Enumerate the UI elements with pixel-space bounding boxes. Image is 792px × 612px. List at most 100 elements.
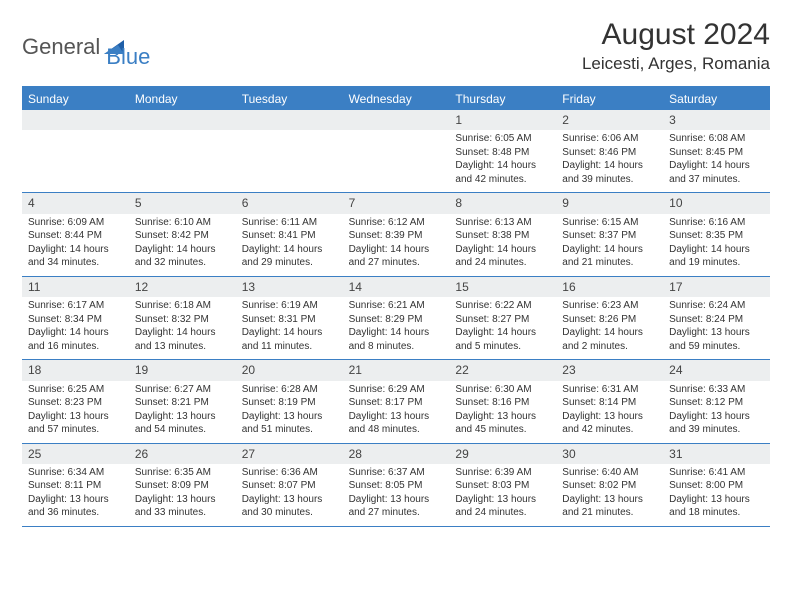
sunset-text: Sunset: 8:38 PM bbox=[455, 229, 550, 243]
day-info: Sunrise: 6:36 AMSunset: 8:07 PMDaylight:… bbox=[236, 464, 343, 526]
day-info: Sunrise: 6:23 AMSunset: 8:26 PMDaylight:… bbox=[556, 297, 663, 359]
day-info: Sunrise: 6:28 AMSunset: 8:19 PMDaylight:… bbox=[236, 381, 343, 443]
day-number: 22 bbox=[449, 360, 556, 380]
daylight-text: Daylight: 14 hours and 13 minutes. bbox=[135, 326, 230, 353]
sunrise-text: Sunrise: 6:31 AM bbox=[562, 383, 657, 397]
daylight-text: Daylight: 14 hours and 16 minutes. bbox=[28, 326, 123, 353]
sunset-text: Sunset: 8:41 PM bbox=[242, 229, 337, 243]
day-info: Sunrise: 6:16 AMSunset: 8:35 PMDaylight:… bbox=[663, 214, 770, 276]
day-info bbox=[343, 130, 450, 192]
sunrise-text: Sunrise: 6:06 AM bbox=[562, 132, 657, 146]
daylight-text: Daylight: 13 hours and 51 minutes. bbox=[242, 410, 337, 437]
header-sunday: Sunday bbox=[22, 88, 129, 110]
day-info: Sunrise: 6:35 AMSunset: 8:09 PMDaylight:… bbox=[129, 464, 236, 526]
day-info: Sunrise: 6:09 AMSunset: 8:44 PMDaylight:… bbox=[22, 214, 129, 276]
sunrise-text: Sunrise: 6:13 AM bbox=[455, 216, 550, 230]
header-saturday: Saturday bbox=[663, 88, 770, 110]
calendar-body: 123Sunrise: 6:05 AMSunset: 8:48 PMDaylig… bbox=[22, 110, 770, 526]
day-info: Sunrise: 6:11 AMSunset: 8:41 PMDaylight:… bbox=[236, 214, 343, 276]
day-number: 19 bbox=[129, 360, 236, 380]
day-info: Sunrise: 6:39 AMSunset: 8:03 PMDaylight:… bbox=[449, 464, 556, 526]
calendar-header-row: Sunday Monday Tuesday Wednesday Thursday… bbox=[22, 88, 770, 110]
day-number: 4 bbox=[22, 193, 129, 213]
day-number-row: 11121314151617 bbox=[22, 277, 770, 297]
sunrise-text: Sunrise: 6:34 AM bbox=[28, 466, 123, 480]
day-info bbox=[129, 130, 236, 192]
location-text: Leicesti, Arges, Romania bbox=[582, 54, 770, 74]
day-number: 16 bbox=[556, 277, 663, 297]
day-number-row: 25262728293031 bbox=[22, 444, 770, 464]
day-info: Sunrise: 6:29 AMSunset: 8:17 PMDaylight:… bbox=[343, 381, 450, 443]
daylight-text: Daylight: 13 hours and 45 minutes. bbox=[455, 410, 550, 437]
day-number: 5 bbox=[129, 193, 236, 213]
day-number: 20 bbox=[236, 360, 343, 380]
daylight-text: Daylight: 13 hours and 27 minutes. bbox=[349, 493, 444, 520]
day-info: Sunrise: 6:05 AMSunset: 8:48 PMDaylight:… bbox=[449, 130, 556, 192]
calendar-week: 25262728293031 Sunrise: 6:34 AM Sunset: 8:… bbox=[22, 443, 770, 526]
day-info: Sunrise: 6:37 AMSunset: 8:05 PMDaylight:… bbox=[343, 464, 450, 526]
sunrise-text: Sunrise: 6:24 AM bbox=[669, 299, 764, 313]
day-info: Sunrise: 6:27 AMSunset: 8:21 PMDaylight:… bbox=[129, 381, 236, 443]
day-number: 27 bbox=[236, 444, 343, 464]
day-number: 2 bbox=[556, 110, 663, 130]
daylight-text: Daylight: 13 hours and 39 minutes. bbox=[669, 410, 764, 437]
daylight-text: Daylight: 14 hours and 21 minutes. bbox=[562, 243, 657, 270]
sunrise-text: Sunrise: 6:17 AM bbox=[28, 299, 123, 313]
sunrise-text: Sunrise: 6:22 AM bbox=[455, 299, 550, 313]
daylight-text: Daylight: 14 hours and 5 minutes. bbox=[455, 326, 550, 353]
sunset-text: Sunset: 8:44 PM bbox=[28, 229, 123, 243]
day-number: 25 bbox=[22, 444, 129, 464]
header-thursday: Thursday bbox=[449, 88, 556, 110]
daylight-text: Daylight: 14 hours and 19 minutes. bbox=[669, 243, 764, 270]
calendar-week: 45678910Sunrise: 6:09 AMSunset: 8:44 PMD… bbox=[22, 192, 770, 275]
day-number: 11 bbox=[22, 277, 129, 297]
calendar-week: 123Sunrise: 6:05 AMSunset: 8:48 PMDaylig… bbox=[22, 110, 770, 192]
calendar-week: 18192021222324Sunrise: 6:25 AMSunset: 8:… bbox=[22, 359, 770, 442]
sunrise-text: Sunrise: 6:40 AM bbox=[562, 466, 657, 480]
sunrise-text: Sunrise: 6:41 AM bbox=[669, 466, 764, 480]
daylight-text: Daylight: 13 hours and 21 minutes. bbox=[562, 493, 657, 520]
day-number: 30 bbox=[556, 444, 663, 464]
sunset-text: Sunset: 8:46 PM bbox=[562, 146, 657, 160]
sunrise-text: Sunrise: 6:12 AM bbox=[349, 216, 444, 230]
header-monday: Monday bbox=[129, 88, 236, 110]
sunrise-text: Sunrise: 6:27 AM bbox=[135, 383, 230, 397]
sunrise-text: Sunrise: 6:11 AM bbox=[242, 216, 337, 230]
day-number: 28 bbox=[343, 444, 450, 464]
sunset-text: Sunset: 8:37 PM bbox=[562, 229, 657, 243]
day-number: 1 bbox=[449, 110, 556, 130]
day-info: Sunrise: 6:17 AMSunset: 8:34 PMDaylight:… bbox=[22, 297, 129, 359]
day-info: Sunrise: 6:22 AMSunset: 8:27 PMDaylight:… bbox=[449, 297, 556, 359]
sunrise-text: Sunrise: 6:23 AM bbox=[562, 299, 657, 313]
day-number-row: 123 bbox=[22, 110, 770, 130]
daylight-text: Daylight: 14 hours and 24 minutes. bbox=[455, 243, 550, 270]
sunrise-text: Sunrise: 6:16 AM bbox=[669, 216, 764, 230]
logo: General Blue bbox=[22, 18, 150, 70]
daylight-text: Daylight: 14 hours and 32 minutes. bbox=[135, 243, 230, 270]
day-number: 12 bbox=[129, 277, 236, 297]
sunset-text: Sunset: 8:05 PM bbox=[349, 479, 444, 493]
sunrise-text: Sunrise: 6:37 AM bbox=[349, 466, 444, 480]
daylight-text: Daylight: 13 hours and 18 minutes. bbox=[669, 493, 764, 520]
sunset-text: Sunset: 8:23 PM bbox=[28, 396, 123, 410]
daylight-text: Daylight: 14 hours and 34 minutes. bbox=[28, 243, 123, 270]
sunset-text: Sunset: 8:24 PM bbox=[669, 313, 764, 327]
sunset-text: Sunset: 8:31 PM bbox=[242, 313, 337, 327]
logo-text-blue: Blue bbox=[106, 24, 150, 70]
day-number bbox=[236, 110, 343, 130]
sunrise-text: Sunrise: 6:09 AM bbox=[28, 216, 123, 230]
daylight-text: Daylight: 13 hours and 57 minutes. bbox=[28, 410, 123, 437]
logo-text-general: General bbox=[22, 34, 100, 60]
daylight-text: Daylight: 13 hours and 48 minutes. bbox=[349, 410, 444, 437]
daylight-text: Daylight: 13 hours and 42 minutes. bbox=[562, 410, 657, 437]
header-tuesday: Tuesday bbox=[236, 88, 343, 110]
day-number: 29 bbox=[449, 444, 556, 464]
sunset-text: Sunset: 8:17 PM bbox=[349, 396, 444, 410]
day-number-row: 18192021222324 bbox=[22, 360, 770, 380]
sunrise-text: Sunrise: 6:35 AM bbox=[135, 466, 230, 480]
daylight-text: Daylight: 13 hours and 24 minutes. bbox=[455, 493, 550, 520]
sunset-text: Sunset: 8:14 PM bbox=[562, 396, 657, 410]
day-info: Sunrise: 6:13 AMSunset: 8:38 PMDaylight:… bbox=[449, 214, 556, 276]
sunset-text: Sunset: 8:26 PM bbox=[562, 313, 657, 327]
daylight-text: Daylight: 14 hours and 27 minutes. bbox=[349, 243, 444, 270]
